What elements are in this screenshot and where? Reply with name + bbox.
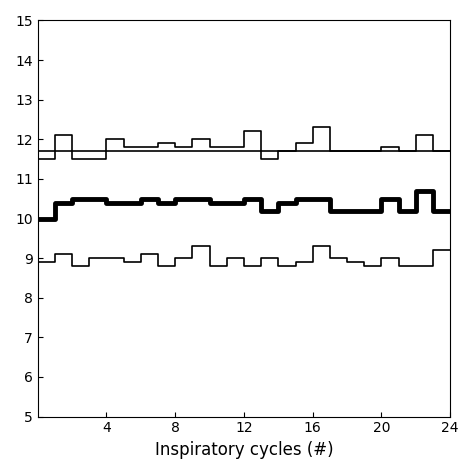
- X-axis label: Inspiratory cycles (#): Inspiratory cycles (#): [155, 441, 333, 459]
